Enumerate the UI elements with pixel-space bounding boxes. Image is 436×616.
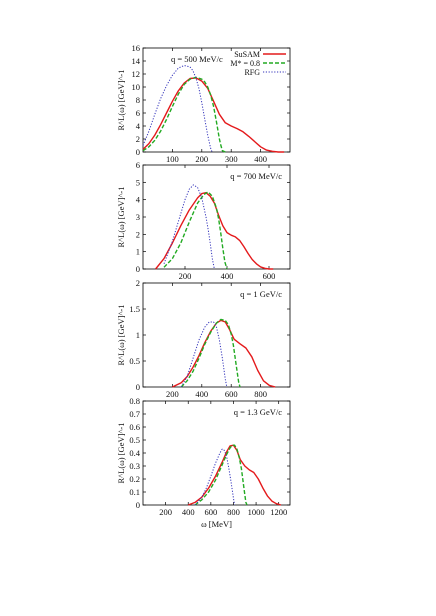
y-tick-label: 12 — [132, 69, 141, 79]
y-tick-label: 0.6 — [129, 422, 140, 432]
y-tick-label: 6 — [136, 108, 140, 118]
x-tick-label: 400 — [182, 507, 195, 517]
panel-annotation: q = 500 MeV/c — [171, 54, 223, 64]
y-tick-label: 4 — [136, 195, 141, 205]
x-tick-label: 400 — [195, 389, 208, 399]
x-tick-label: 400 — [254, 154, 267, 164]
series-line-rfg — [142, 65, 213, 153]
y-tick-label: 0.3 — [129, 461, 140, 471]
y-tick-label: 0.5 — [129, 435, 140, 445]
y-tick-label: 0 — [136, 147, 140, 157]
y-tick-label: 0.1 — [129, 487, 140, 497]
panel-annotation: q = 1.3 GeV/c — [234, 407, 282, 417]
legend-label: M* = 0.8 — [230, 59, 260, 68]
legend-label: SuSAM — [234, 50, 260, 59]
y-tick-label: 4 — [136, 121, 141, 131]
panel-annotation: q = 700 MeV/c — [230, 171, 282, 181]
x-tick-label: 1000 — [248, 507, 265, 517]
y-tick-label: 6 — [136, 160, 140, 170]
series-line-susam — [142, 77, 285, 153]
y-tick-label: 1 — [136, 247, 140, 257]
y-axis-label: R^L(ω) [GeV]^-1 — [116, 69, 126, 130]
series-line-rfg — [180, 321, 228, 388]
series-line-rfg — [194, 448, 236, 506]
chart-panel-4: 0 0.1 0.2 0.3 0.4 0.5 0.6 0.7 0.8 200 400 600 800 100… — [116, 396, 291, 529]
y-tick-label: 0.4 — [129, 448, 140, 458]
y-tick-label: 0 — [136, 382, 140, 392]
y-tick-label: 1 — [136, 330, 140, 340]
y-tick-label: 16 — [132, 43, 141, 53]
x-tick-label: 600 — [204, 507, 217, 517]
series-line-rfg — [163, 184, 215, 270]
y-tick-label: 2 — [136, 278, 140, 288]
series-line-mstar — [194, 444, 248, 506]
x-tick-label: 600 — [225, 389, 238, 399]
y-axis-label: R^L(ω) [GeV]^-1 — [116, 422, 126, 483]
series-line-susam — [155, 191, 274, 270]
x-tick-label: 200 — [159, 507, 172, 517]
y-tick-label: 14 — [132, 56, 141, 66]
chart-panel-1: 0 2 4 6 8 10 12 14 16 100 200 300 400 q = 500 MeV/c R^… — [116, 43, 291, 164]
series-line-mstar — [180, 318, 241, 388]
chart-panel-3: 0 0.5 1 1.5 2 200 400 600 800 q = 1 GeV/c R^L(ω) [… — [116, 278, 291, 399]
panel-annotation: q = 1 GeV/c — [240, 289, 282, 299]
x-tick-label: 1200 — [270, 507, 287, 517]
y-tick-label: 0.2 — [129, 474, 140, 484]
y-tick-label: 0 — [136, 500, 140, 510]
x-tick-label: 200 — [166, 389, 179, 399]
series-line-susam — [172, 319, 276, 388]
y-tick-label: 1.5 — [129, 304, 140, 314]
x-tick-label: 200 — [195, 154, 208, 164]
x-tick-label: 300 — [225, 154, 238, 164]
y-tick-label: 3 — [136, 212, 140, 222]
y-tick-label: 2 — [136, 134, 140, 144]
y-tick-label: 2 — [136, 229, 140, 239]
y-tick-label: 5 — [136, 177, 140, 187]
y-tick-label: 8 — [136, 95, 140, 105]
y-tick-label: 0.5 — [129, 356, 140, 366]
x-tick-label: 800 — [254, 389, 267, 399]
x-tick-label: 600 — [263, 271, 276, 281]
series-line-mstar — [163, 191, 228, 270]
chart-panel-2: 0 1 2 3 4 5 6 200 400 600 q = 700 MeV/c R^L(ω) [GeV… — [116, 160, 291, 281]
y-tick-label: 0.7 — [129, 409, 140, 419]
y-tick-label: 0 — [136, 264, 140, 274]
series-line-mstar — [142, 76, 226, 153]
y-tick-label: 0.8 — [129, 396, 140, 406]
y-tick-label: 10 — [132, 82, 141, 92]
x-tick-label: 200 — [179, 271, 192, 281]
x-tick-label: 800 — [227, 507, 240, 517]
legend-label: RFG — [244, 68, 260, 77]
x-tick-label: 100 — [166, 154, 179, 164]
y-axis-label: R^L(ω) [GeV]^-1 — [116, 186, 126, 247]
x-tick-label: 400 — [221, 271, 234, 281]
x-axis-label: ω [MeV] — [201, 519, 232, 529]
y-axis-label: R^L(ω) [GeV]^-1 — [116, 304, 126, 365]
